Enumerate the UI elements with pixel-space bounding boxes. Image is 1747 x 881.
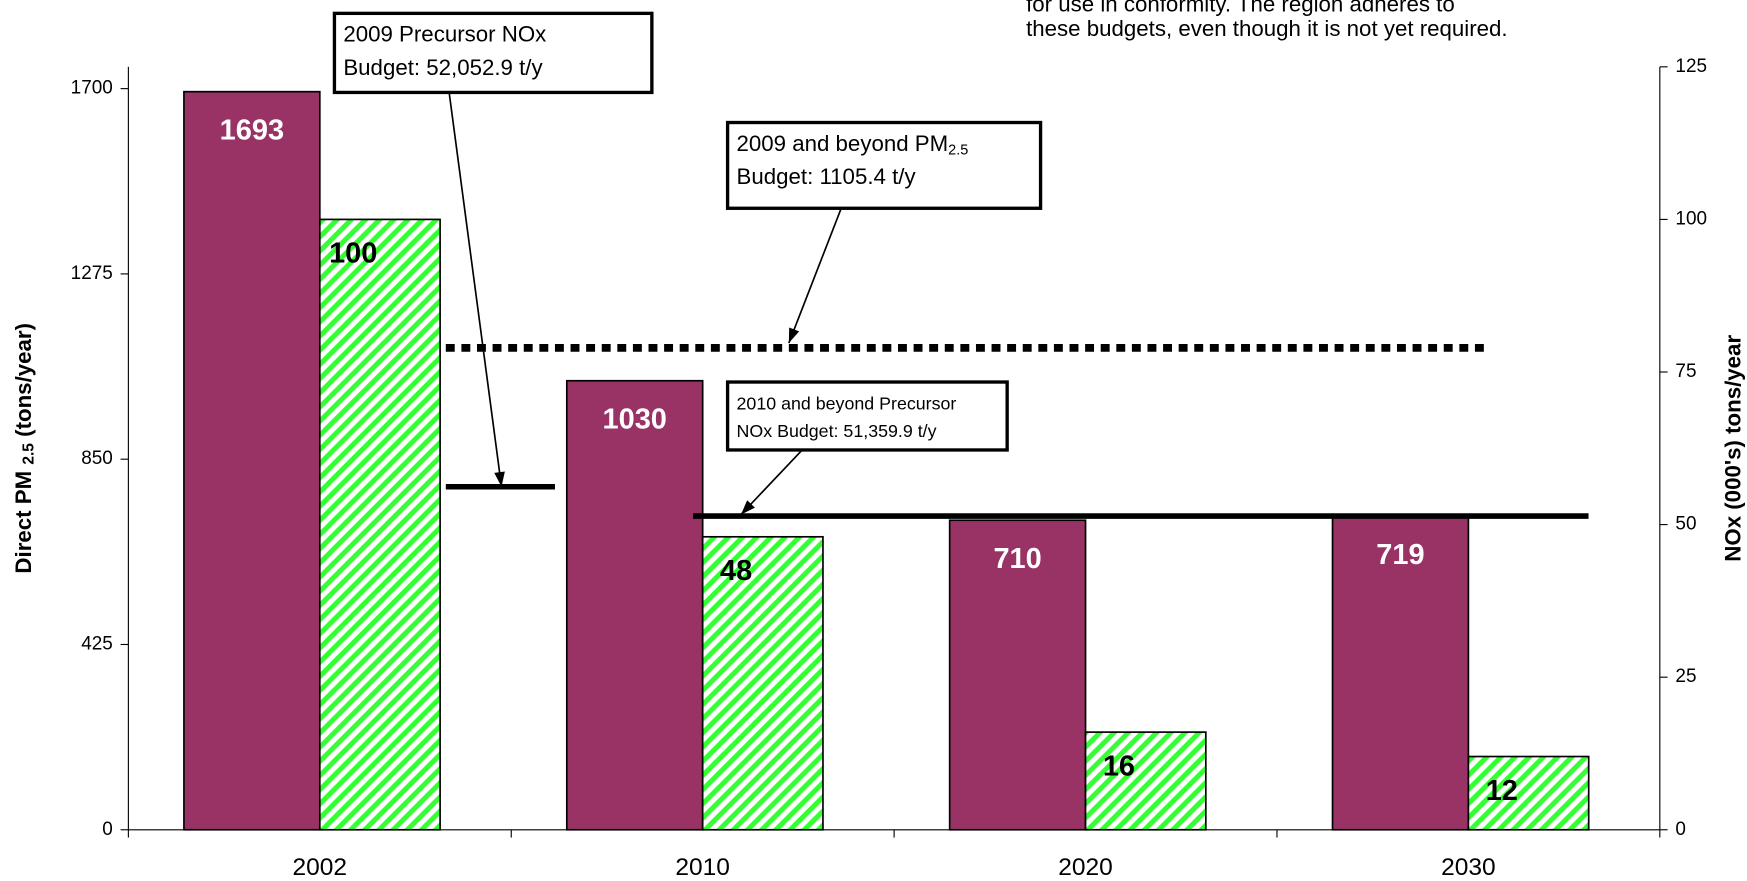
x-tick-label: 2030 bbox=[1441, 854, 1496, 881]
bar bbox=[1084, 731, 1207, 831]
x-tick-label: 2002 bbox=[293, 854, 348, 881]
annotation-text-part: Budget: 52,052.9 t/y bbox=[343, 55, 543, 80]
arrow-head bbox=[740, 500, 755, 515]
y-tick-label: 1275 bbox=[71, 263, 113, 284]
bar bbox=[1467, 755, 1590, 831]
y2-tick-label: 100 bbox=[1675, 208, 1707, 229]
annotation-text-part: 2009 Precursor NOx bbox=[343, 22, 546, 47]
annotation-text: Budget: 1105.4 t/y bbox=[737, 164, 917, 189]
y-axis-label-after: (tons/year) bbox=[11, 323, 36, 443]
data-label: 719 bbox=[1376, 539, 1424, 571]
annotation-box bbox=[725, 120, 1043, 210]
annotation-text: Budget: 52,052.9 t/y bbox=[343, 55, 543, 80]
annotation-text-part: 2010 and beyond Precursor bbox=[737, 393, 957, 413]
y2-tick-label: 75 bbox=[1675, 361, 1696, 382]
data-label: 710 bbox=[993, 543, 1041, 575]
data-label: 1030 bbox=[603, 403, 667, 435]
annotation-text: NOx Budget: 51,359.9 t/y bbox=[737, 421, 937, 441]
annotation-text-sub: 2.5 bbox=[948, 142, 968, 158]
annotation-text: 2010 and beyond Precursor bbox=[737, 393, 957, 413]
bar bbox=[318, 218, 441, 831]
annotation-text-part: 2009 and beyond PM bbox=[737, 131, 949, 156]
y-axis-label-text: Direct PM bbox=[11, 465, 36, 574]
y2-tick-label: 0 bbox=[1675, 819, 1686, 840]
y-axis-label-sub: 2.5 bbox=[20, 443, 37, 465]
note-text: these budgets, even though it is not yet… bbox=[1026, 16, 1508, 41]
annotation-text: 2009 Precursor NOx bbox=[343, 22, 546, 47]
data-label: 48 bbox=[720, 555, 752, 587]
y2-tick-label: 25 bbox=[1675, 666, 1696, 687]
annotation-text-part: NOx Budget: 51,359.9 t/y bbox=[737, 421, 937, 441]
bar bbox=[1331, 515, 1470, 831]
y2-tick-label: 50 bbox=[1675, 514, 1696, 535]
annotation-text-part: Budget: 1105.4 t/y bbox=[737, 164, 917, 189]
y-tick-label: 0 bbox=[102, 819, 113, 840]
annotation-box bbox=[725, 380, 1009, 452]
data-label: 16 bbox=[1103, 750, 1135, 782]
bar bbox=[701, 535, 824, 831]
data-label: 100 bbox=[329, 238, 377, 270]
y2-tick-label: 125 bbox=[1675, 56, 1707, 77]
y-tick-label: 1700 bbox=[71, 78, 113, 99]
annotation-arrow bbox=[788, 207, 842, 344]
y-tick-label: 425 bbox=[81, 633, 113, 654]
x-tick-label: 2010 bbox=[675, 854, 730, 881]
data-label: 12 bbox=[1486, 775, 1518, 807]
x-tick-label: 2020 bbox=[1058, 854, 1113, 881]
arrow-head bbox=[494, 471, 505, 487]
y-axis-label: Direct PM 2.5 (tons/year) bbox=[11, 323, 38, 574]
annotation-arrow bbox=[740, 449, 803, 516]
bar bbox=[948, 519, 1087, 831]
annotation-box bbox=[332, 11, 654, 95]
annotation-arrow bbox=[448, 92, 503, 487]
y-tick-label: 850 bbox=[81, 448, 113, 469]
note-text: for use in conformity. The region adhere… bbox=[1026, 0, 1455, 16]
bar bbox=[183, 90, 321, 831]
y2-axis-label: NOx (000's) tons/year bbox=[1720, 335, 1745, 562]
arrow-head bbox=[788, 327, 800, 344]
annotation-text: 2009 and beyond PM2.5 bbox=[737, 131, 969, 159]
data-label: 1693 bbox=[220, 114, 284, 146]
bar bbox=[565, 379, 704, 831]
